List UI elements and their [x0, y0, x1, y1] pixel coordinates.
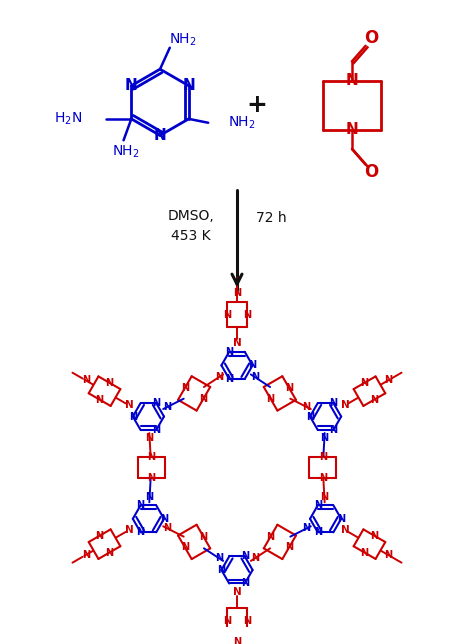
- Text: N: N: [302, 524, 310, 533]
- Text: N: N: [337, 514, 345, 524]
- Text: 72 h: 72 h: [256, 211, 286, 225]
- Text: N: N: [152, 398, 160, 408]
- Text: N: N: [370, 395, 378, 404]
- Text: N: N: [241, 551, 249, 562]
- Text: N: N: [314, 527, 322, 537]
- Text: N: N: [215, 553, 223, 564]
- Text: N: N: [164, 402, 172, 412]
- Text: O: O: [365, 164, 379, 182]
- Text: N: N: [361, 547, 369, 558]
- Text: N: N: [233, 338, 241, 348]
- Text: N: N: [266, 531, 274, 542]
- Text: N: N: [233, 587, 241, 598]
- Text: N: N: [96, 531, 104, 541]
- Text: N: N: [147, 473, 155, 484]
- Text: O: O: [365, 29, 379, 47]
- Text: N: N: [370, 531, 378, 541]
- Text: N: N: [160, 514, 168, 524]
- Text: N: N: [146, 433, 154, 443]
- Text: N: N: [223, 310, 231, 319]
- Text: N: N: [233, 289, 241, 298]
- Text: N: N: [248, 361, 256, 370]
- Text: N: N: [152, 425, 160, 435]
- Text: N: N: [319, 473, 327, 484]
- Text: 453 K: 453 K: [172, 229, 211, 243]
- Text: N: N: [105, 378, 113, 388]
- Text: N: N: [181, 383, 189, 393]
- Text: N: N: [251, 372, 259, 382]
- Text: N: N: [243, 310, 251, 319]
- Text: N: N: [129, 412, 137, 422]
- Text: N: N: [361, 378, 369, 388]
- Text: N: N: [200, 531, 208, 542]
- Text: N: N: [125, 525, 133, 535]
- Text: N: N: [137, 500, 145, 510]
- Text: N: N: [384, 375, 392, 386]
- Text: N: N: [320, 433, 328, 443]
- Text: N: N: [306, 412, 314, 422]
- Text: N: N: [147, 452, 155, 462]
- Text: N: N: [320, 493, 328, 502]
- Text: N: N: [302, 402, 310, 412]
- Text: N: N: [164, 524, 172, 533]
- Text: N: N: [82, 550, 90, 560]
- Text: N: N: [146, 493, 154, 502]
- Text: N: N: [233, 637, 241, 644]
- Text: N: N: [182, 78, 195, 93]
- Text: N: N: [285, 383, 293, 393]
- Text: N: N: [341, 525, 349, 535]
- Text: N: N: [154, 128, 166, 143]
- Text: N: N: [251, 553, 259, 564]
- Text: N: N: [105, 547, 113, 558]
- Text: N: N: [82, 375, 90, 386]
- Text: DMSO,: DMSO,: [168, 209, 215, 223]
- Text: N: N: [225, 374, 233, 384]
- Text: N: N: [384, 550, 392, 560]
- Text: N: N: [215, 372, 223, 382]
- Text: N: N: [218, 565, 226, 575]
- Text: NH$_2$: NH$_2$: [169, 32, 196, 48]
- Text: N: N: [223, 616, 231, 625]
- Text: N: N: [346, 73, 358, 88]
- Text: H$_2$N: H$_2$N: [55, 111, 82, 127]
- Text: N: N: [225, 347, 233, 357]
- Text: N: N: [329, 398, 337, 408]
- Text: N: N: [346, 122, 358, 137]
- Text: N: N: [319, 452, 327, 462]
- Text: N: N: [200, 393, 208, 404]
- Text: N: N: [125, 401, 133, 410]
- Text: N: N: [241, 578, 249, 589]
- Text: NH$_2$: NH$_2$: [228, 115, 255, 131]
- Text: N: N: [125, 78, 138, 93]
- Text: +: +: [246, 93, 267, 117]
- Text: NH$_2$: NH$_2$: [112, 144, 139, 160]
- Text: N: N: [96, 395, 104, 404]
- Text: N: N: [181, 542, 189, 553]
- Text: N: N: [329, 425, 337, 435]
- Text: N: N: [137, 527, 145, 537]
- Text: N: N: [266, 393, 274, 404]
- Text: N: N: [285, 542, 293, 553]
- Text: N: N: [243, 616, 251, 625]
- Text: N: N: [341, 401, 349, 410]
- Text: N: N: [314, 500, 322, 510]
